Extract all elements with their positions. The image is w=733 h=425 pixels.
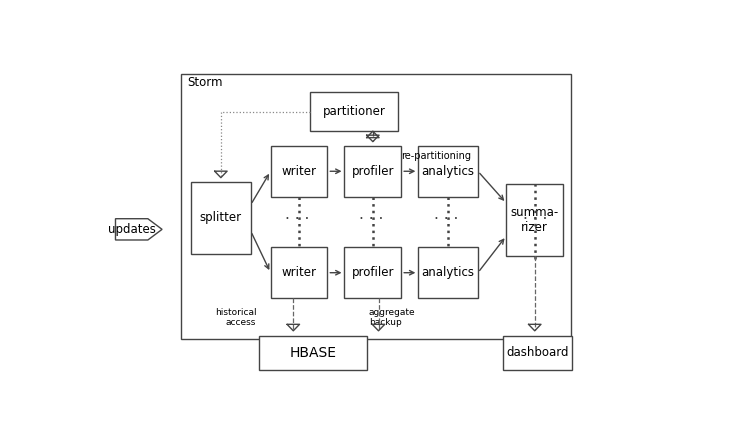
Text: profiler: profiler	[352, 165, 394, 178]
Text: updates: updates	[108, 223, 155, 236]
Text: writer: writer	[281, 165, 317, 178]
Text: writer: writer	[281, 266, 317, 279]
Text: · · ·: · · ·	[359, 212, 383, 227]
Text: · · ·: · · ·	[523, 212, 547, 227]
Text: aggregate
backup: aggregate backup	[369, 308, 416, 327]
Text: splitter: splitter	[200, 211, 242, 224]
Polygon shape	[116, 219, 162, 240]
FancyBboxPatch shape	[507, 184, 563, 255]
Text: historical
access: historical access	[215, 308, 257, 327]
Text: re-partitioning: re-partitioning	[401, 151, 471, 161]
FancyBboxPatch shape	[310, 92, 399, 131]
FancyBboxPatch shape	[345, 146, 401, 197]
Text: summa-
rizer: summa- rizer	[511, 206, 559, 233]
FancyBboxPatch shape	[270, 247, 328, 298]
FancyBboxPatch shape	[345, 247, 401, 298]
Text: partitioner: partitioner	[323, 105, 386, 118]
FancyBboxPatch shape	[259, 336, 367, 370]
Text: dashboard: dashboard	[507, 346, 569, 360]
Text: profiler: profiler	[352, 266, 394, 279]
FancyBboxPatch shape	[419, 146, 478, 197]
Text: Storm: Storm	[187, 76, 223, 89]
FancyBboxPatch shape	[181, 74, 570, 339]
Text: analytics: analytics	[421, 266, 474, 279]
Text: · · ·: · · ·	[285, 212, 309, 227]
Text: HBASE: HBASE	[290, 346, 336, 360]
Text: analytics: analytics	[421, 165, 474, 178]
Text: · · ·: · · ·	[435, 212, 459, 227]
FancyBboxPatch shape	[419, 247, 478, 298]
FancyBboxPatch shape	[270, 146, 328, 197]
FancyBboxPatch shape	[504, 336, 572, 370]
FancyBboxPatch shape	[191, 182, 251, 254]
